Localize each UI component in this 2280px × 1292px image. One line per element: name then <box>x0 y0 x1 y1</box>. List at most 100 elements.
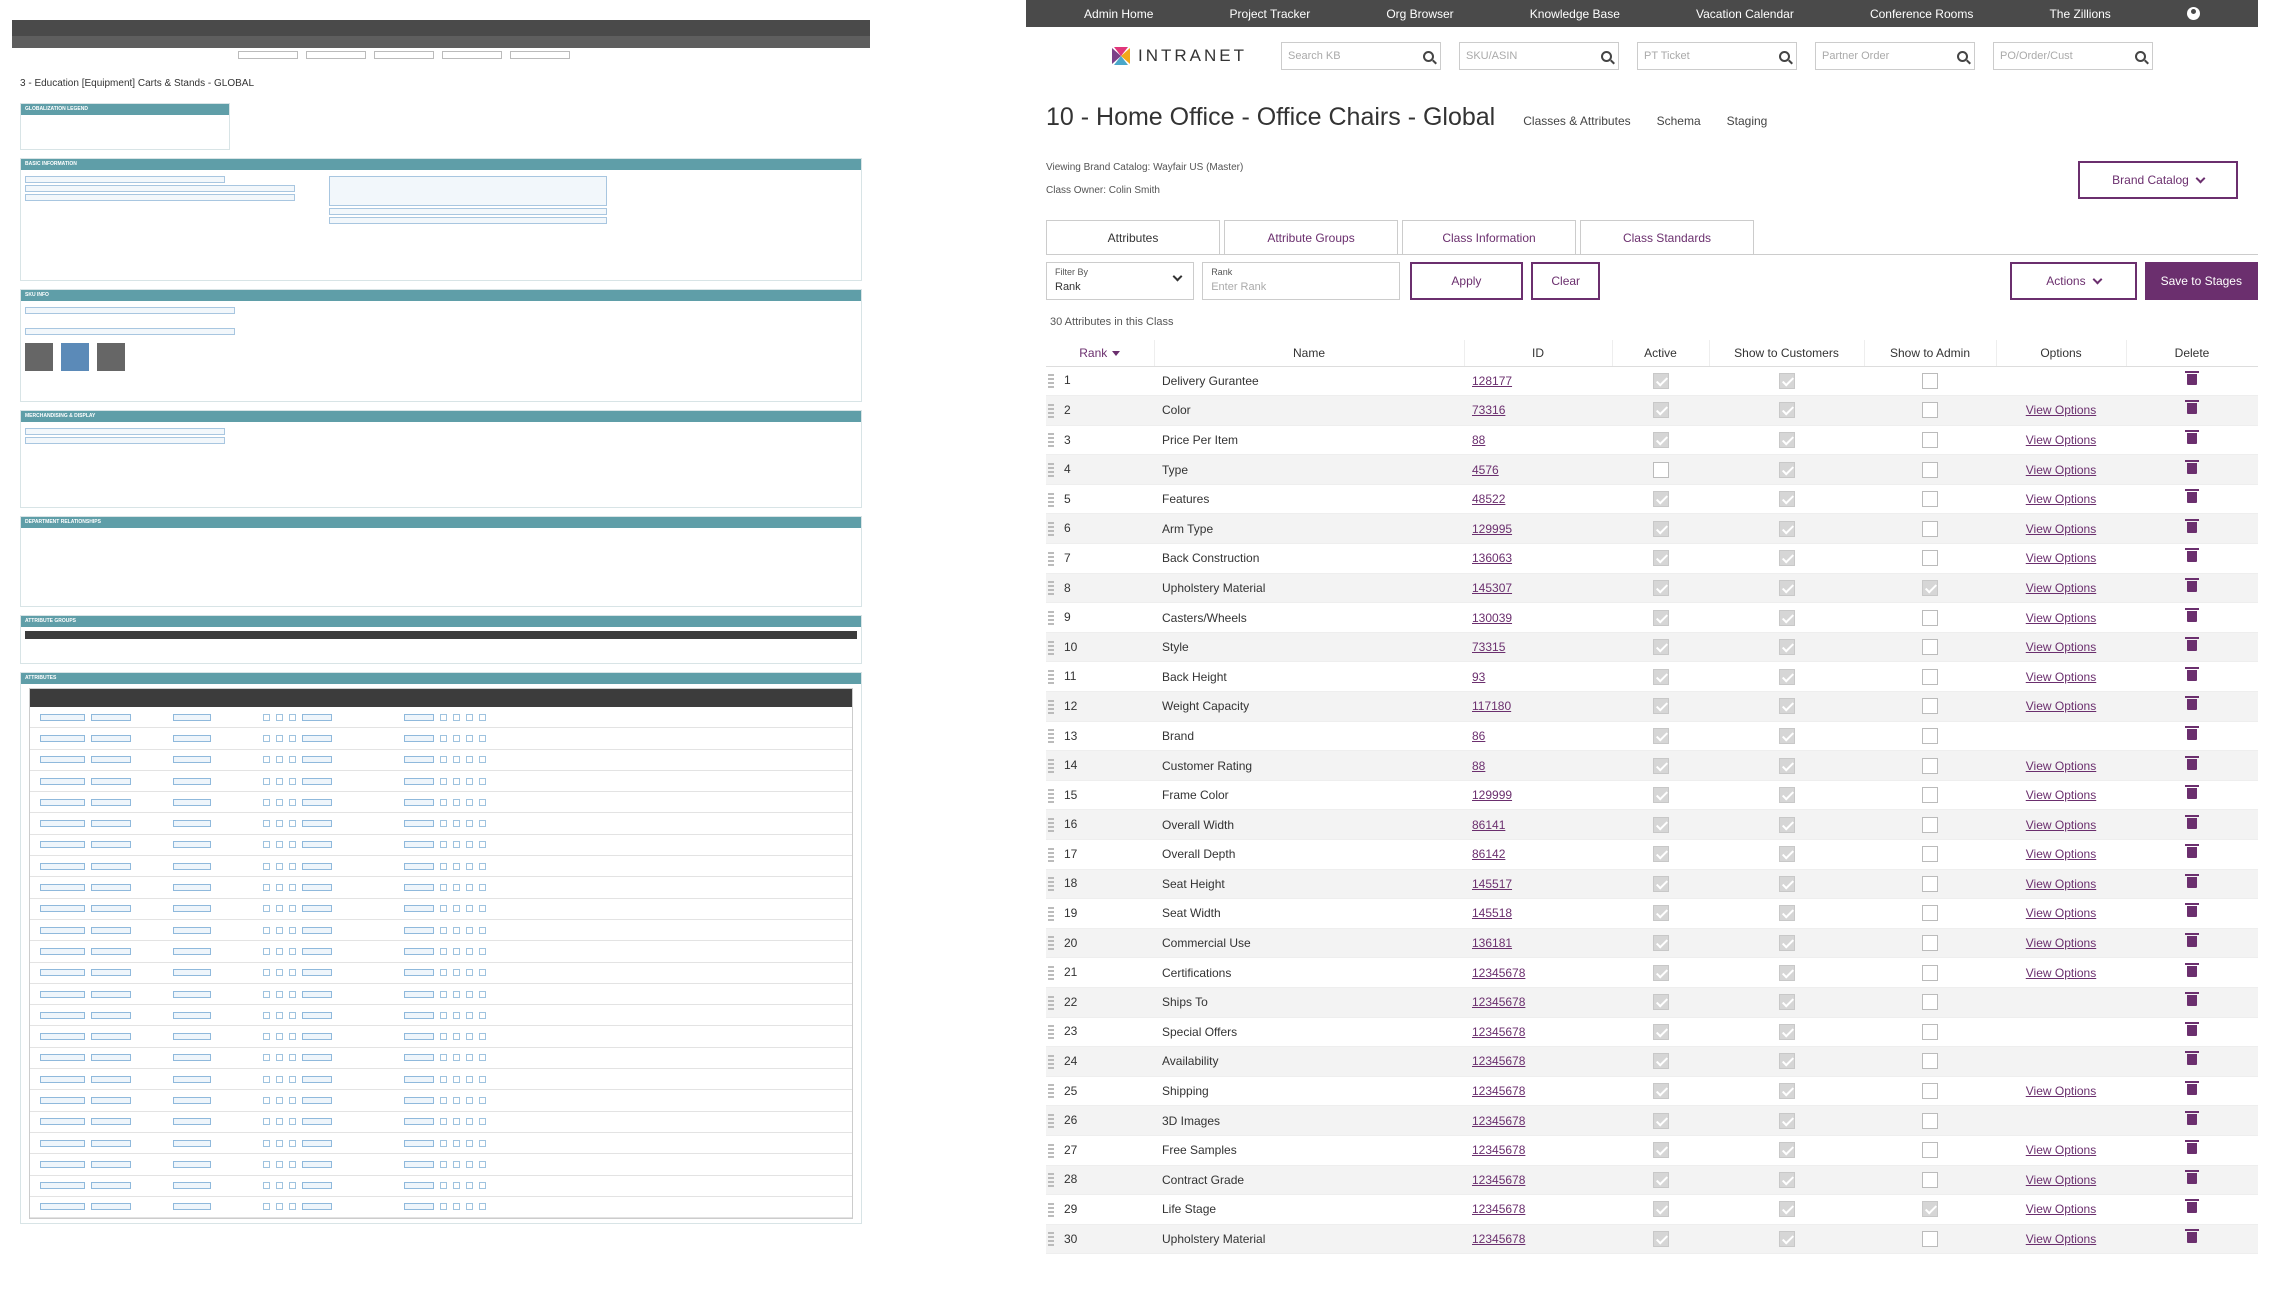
legacy-grid-cell[interactable] <box>173 862 211 870</box>
show-customers-checkbox[interactable] <box>1778 609 1795 626</box>
drag-handle-icon[interactable] <box>1048 788 1054 803</box>
legacy-grid-checkbox[interactable] <box>276 926 283 934</box>
legacy-grid-checkbox[interactable] <box>276 990 283 998</box>
attribute-id-link[interactable]: 136181 <box>1472 936 1513 951</box>
legacy-grid-checkbox[interactable] <box>440 969 447 977</box>
legacy-grid-cell[interactable] <box>173 756 211 764</box>
legacy-grid-cell[interactable] <box>302 1054 332 1062</box>
legacy-grid-cell[interactable] <box>302 1139 332 1147</box>
legacy-grid-checkbox[interactable] <box>479 1096 486 1104</box>
active-checkbox[interactable] <box>1652 1023 1669 1040</box>
drag-handle-icon[interactable] <box>1048 670 1054 685</box>
drag-handle-icon[interactable] <box>1048 1173 1054 1188</box>
legacy-search-box[interactable] <box>510 51 570 59</box>
legacy-grid-checkbox[interactable] <box>263 841 270 849</box>
legacy-grid-cell[interactable] <box>404 798 434 806</box>
tab-class-standards[interactable]: Class Standards <box>1580 220 1754 254</box>
legacy-field[interactable] <box>25 176 225 183</box>
legacy-grid-checkbox[interactable] <box>479 1139 486 1147</box>
legacy-grid-checkbox[interactable] <box>440 777 447 785</box>
legacy-grid-checkbox[interactable] <box>263 884 270 892</box>
show-admin-checkbox[interactable] <box>1922 668 1938 685</box>
legacy-grid-cell[interactable] <box>40 841 85 849</box>
legacy-field[interactable] <box>25 428 225 435</box>
show-customers-checkbox[interactable] <box>1778 1112 1795 1129</box>
legacy-grid-cell[interactable] <box>302 969 332 977</box>
legacy-grid-checkbox[interactable] <box>263 947 270 955</box>
legacy-grid-checkbox[interactable] <box>289 947 296 955</box>
legacy-grid-checkbox[interactable] <box>466 820 473 828</box>
legacy-grid-checkbox[interactable] <box>453 798 460 806</box>
drag-handle-icon[interactable] <box>1048 729 1054 744</box>
legacy-grid-checkbox[interactable] <box>276 713 283 721</box>
legacy-grid-cell[interactable] <box>40 862 85 870</box>
legacy-grid-cell[interactable] <box>40 905 85 913</box>
show-customers-checkbox[interactable] <box>1778 1083 1795 1100</box>
legacy-grid-checkbox[interactable] <box>440 862 447 870</box>
legacy-grid-checkbox[interactable] <box>289 1139 296 1147</box>
legacy-grid-cell[interactable] <box>302 841 332 849</box>
drag-handle-icon[interactable] <box>1048 492 1054 507</box>
view-options-link[interactable]: View Options <box>2025 847 2097 862</box>
attribute-id-link[interactable]: 12345678 <box>1472 1172 1526 1187</box>
legacy-grid-checkbox[interactable] <box>289 1203 296 1211</box>
legacy-grid-cell[interactable] <box>404 1096 434 1104</box>
legacy-grid-cell[interactable] <box>91 926 131 934</box>
legacy-grid-checkbox[interactable] <box>276 862 283 870</box>
active-checkbox[interactable] <box>1652 935 1669 952</box>
legacy-search-box[interactable] <box>238 51 298 59</box>
legacy-grid-checkbox[interactable] <box>479 713 486 721</box>
legacy-grid-checkbox[interactable] <box>276 798 283 806</box>
legacy-grid-checkbox[interactable] <box>276 1139 283 1147</box>
legacy-grid-cell[interactable] <box>40 798 85 806</box>
trash-icon[interactable] <box>2185 696 2199 711</box>
legacy-grid-checkbox[interactable] <box>453 990 460 998</box>
legacy-grid-checkbox[interactable] <box>289 1075 296 1083</box>
legacy-grid-checkbox[interactable] <box>289 1011 296 1019</box>
trash-icon[interactable] <box>2185 1021 2199 1036</box>
legacy-grid-checkbox[interactable] <box>263 820 270 828</box>
active-checkbox[interactable] <box>1652 402 1669 419</box>
attribute-id-link[interactable]: 4576 <box>1472 462 1499 477</box>
search-icon[interactable] <box>2135 50 2146 62</box>
tab-attributes[interactable]: Attributes <box>1046 220 1220 254</box>
legacy-grid-checkbox[interactable] <box>440 905 447 913</box>
brand-catalog-button[interactable]: Brand Catalog <box>2078 161 2238 199</box>
legacy-grid-checkbox[interactable] <box>263 1182 270 1190</box>
legacy-grid-checkbox[interactable] <box>276 1011 283 1019</box>
legacy-grid-cell[interactable] <box>173 926 211 934</box>
show-admin-checkbox[interactable] <box>1922 609 1938 626</box>
attribute-id-link[interactable]: 88 <box>1472 432 1486 447</box>
attribute-id-link[interactable]: 12345678 <box>1472 1113 1526 1128</box>
show-customers-checkbox[interactable] <box>1778 579 1795 596</box>
drag-handle-icon[interactable] <box>1048 995 1054 1010</box>
show-customers-checkbox[interactable] <box>1778 994 1795 1011</box>
active-checkbox[interactable] <box>1652 816 1669 833</box>
active-checkbox[interactable] <box>1652 609 1669 626</box>
legacy-grid-cell[interactable] <box>302 1096 332 1104</box>
show-customers-checkbox[interactable] <box>1778 1023 1795 1040</box>
legacy-grid-checkbox[interactable] <box>289 734 296 742</box>
legacy-grid-checkbox[interactable] <box>479 1203 486 1211</box>
view-options-link[interactable]: View Options <box>2025 1232 2097 1247</box>
view-options-link[interactable]: View Options <box>2025 521 2097 536</box>
drag-handle-icon[interactable] <box>1048 610 1054 625</box>
drag-handle-icon[interactable] <box>1048 966 1054 981</box>
active-checkbox[interactable] <box>1652 668 1669 685</box>
show-admin-checkbox[interactable] <box>1922 461 1938 478</box>
legacy-grid-checkbox[interactable] <box>440 713 447 721</box>
legacy-grid-cell[interactable] <box>302 820 332 828</box>
subtab-classes-attributes[interactable]: Classes & Attributes <box>1523 114 1631 128</box>
trash-icon[interactable] <box>2185 1140 2199 1155</box>
legacy-grid-checkbox[interactable] <box>440 926 447 934</box>
search-icon[interactable] <box>1601 50 1612 62</box>
legacy-grid-checkbox[interactable] <box>289 1160 296 1168</box>
attribute-id-link[interactable]: 86 <box>1472 728 1486 743</box>
view-options-link[interactable]: View Options <box>2025 758 2097 773</box>
legacy-grid-checkbox[interactable] <box>276 734 283 742</box>
legacy-grid-checkbox[interactable] <box>453 1096 460 1104</box>
show-customers-checkbox[interactable] <box>1778 372 1795 389</box>
legacy-grid-checkbox[interactable] <box>466 1139 473 1147</box>
legacy-grid-cell[interactable] <box>173 990 211 998</box>
active-checkbox[interactable] <box>1652 787 1669 804</box>
